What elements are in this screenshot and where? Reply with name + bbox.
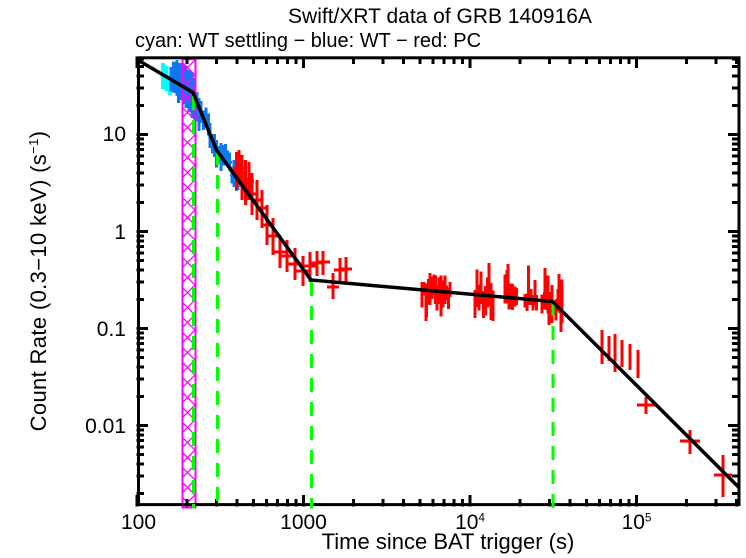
svg-text:1000: 1000 [280,511,327,534]
svg-text:105: 105 [622,511,652,534]
svg-text:0.1: 0.1 [97,318,126,341]
svg-text:Time since BAT trigger (s): Time since BAT trigger (s) [322,529,575,554]
svg-text:100: 100 [121,511,156,534]
svg-text:Swift/XRT data of GRB 140916A: Swift/XRT data of GRB 140916A [288,5,592,28]
svg-text:1: 1 [114,221,126,244]
svg-text:cyan: WT settling − blue: WT −: cyan: WT settling − blue: WT − red: PC [135,30,481,52]
svg-text:Count Rate (0.3−10 keV) (s−1): Count Rate (0.3−10 keV) (s−1) [26,131,52,432]
svg-text:104: 104 [455,511,485,534]
svg-text:10: 10 [103,123,126,146]
svg-text:0.01: 0.01 [85,415,126,438]
